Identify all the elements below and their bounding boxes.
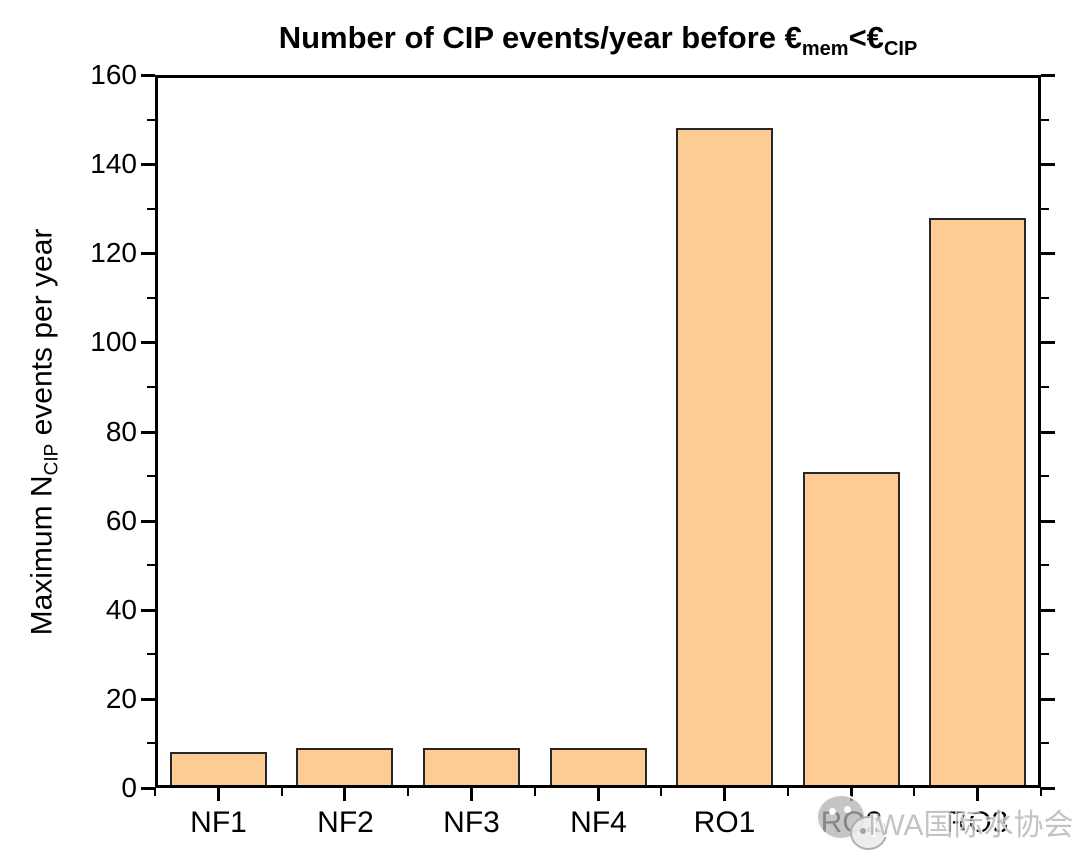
y-tick-label: 40 <box>105 594 137 625</box>
y-minor-tick-right <box>1041 386 1049 388</box>
y-minor-tick <box>147 386 155 388</box>
x-minor-tick <box>534 788 536 796</box>
bar-RO3 <box>929 218 1026 788</box>
chart-title-sub-cip: CIP <box>883 38 918 60</box>
x-major-tick <box>597 788 600 801</box>
y-major-tick-right <box>1041 341 1055 344</box>
y-minor-tick <box>147 475 155 477</box>
x-minor-tick <box>660 788 662 796</box>
y-major-tick-right <box>1041 698 1055 701</box>
y-tick-label: 20 <box>105 683 137 714</box>
y-minor-tick <box>147 653 155 655</box>
x-minor-tick <box>787 788 789 796</box>
y-tick-label: 80 <box>105 416 137 447</box>
x-major-tick <box>976 788 979 801</box>
y-major-tick-right <box>1041 520 1055 523</box>
x-tick-label-NF4: NF4 <box>570 806 627 839</box>
y-major-tick <box>141 74 155 77</box>
x-tick-label-NF3: NF3 <box>443 806 500 839</box>
y-major-tick <box>141 252 155 255</box>
chart-title-sub-mem: mem <box>801 38 849 60</box>
y-tick-label: 100 <box>90 326 137 357</box>
chart-title-operator: <€ <box>848 20 884 55</box>
x-tick-label-NF1: NF1 <box>190 806 247 839</box>
x-tick-label-NF2: NF2 <box>317 806 374 839</box>
x-major-tick <box>470 788 473 801</box>
bar-NF4 <box>550 748 647 788</box>
x-major-tick <box>723 788 726 801</box>
bar-RO2 <box>803 472 900 788</box>
y-minor-tick-right <box>1041 475 1049 477</box>
y-tick-label: 160 <box>90 59 137 90</box>
y-minor-tick <box>147 119 155 121</box>
x-major-tick <box>343 788 346 801</box>
y-minor-tick <box>147 208 155 210</box>
y-major-tick <box>141 520 155 523</box>
y-major-tick <box>141 609 155 612</box>
y-major-tick-right <box>1041 252 1055 255</box>
y-minor-tick-right <box>1041 653 1049 655</box>
x-minor-tick <box>281 788 283 796</box>
y-minor-tick-right <box>1041 742 1049 744</box>
y-minor-tick <box>147 564 155 566</box>
y-major-tick <box>141 698 155 701</box>
y-major-tick-right <box>1041 609 1055 612</box>
y-tick-label: 60 <box>105 505 137 536</box>
y-major-tick-right <box>1041 431 1055 434</box>
x-tick-label-RO3: RO3 <box>946 806 1009 839</box>
x-major-tick <box>850 788 853 801</box>
y-minor-tick-right <box>1041 208 1049 210</box>
y-minor-tick-right <box>1041 297 1049 299</box>
y-major-tick <box>141 163 155 166</box>
bar-RO1 <box>676 128 773 788</box>
y-major-tick <box>141 341 155 344</box>
y-axis-label-sub-cip: CIP <box>41 443 63 476</box>
y-major-tick-right <box>1041 74 1055 77</box>
y-minor-tick <box>147 297 155 299</box>
y-major-tick <box>141 431 155 434</box>
bar-NF2 <box>296 748 393 788</box>
y-major-tick-right <box>1041 163 1055 166</box>
chart-title-text: Number of CIP events/year before € <box>278 20 802 55</box>
y-major-tick <box>141 787 155 790</box>
y-minor-tick-right <box>1041 119 1049 121</box>
plot-area <box>155 75 1041 788</box>
x-major-tick <box>217 788 220 801</box>
x-tick-label-RO2: RO2 <box>820 806 883 839</box>
y-minor-tick <box>147 742 155 744</box>
y-tick-label: 140 <box>90 148 137 179</box>
y-tick-label: 120 <box>90 237 137 268</box>
x-minor-tick <box>1040 788 1042 796</box>
y-major-tick-right <box>1041 787 1055 790</box>
y-minor-tick-right <box>1041 564 1049 566</box>
x-minor-tick <box>154 788 156 796</box>
chart-title: Number of CIP events/year before €mem<€C… <box>155 20 1041 59</box>
x-minor-tick <box>913 788 915 796</box>
x-minor-tick <box>407 788 409 796</box>
x-tick-label-RO1: RO1 <box>693 806 756 839</box>
y-tick-label: 0 <box>121 772 137 803</box>
